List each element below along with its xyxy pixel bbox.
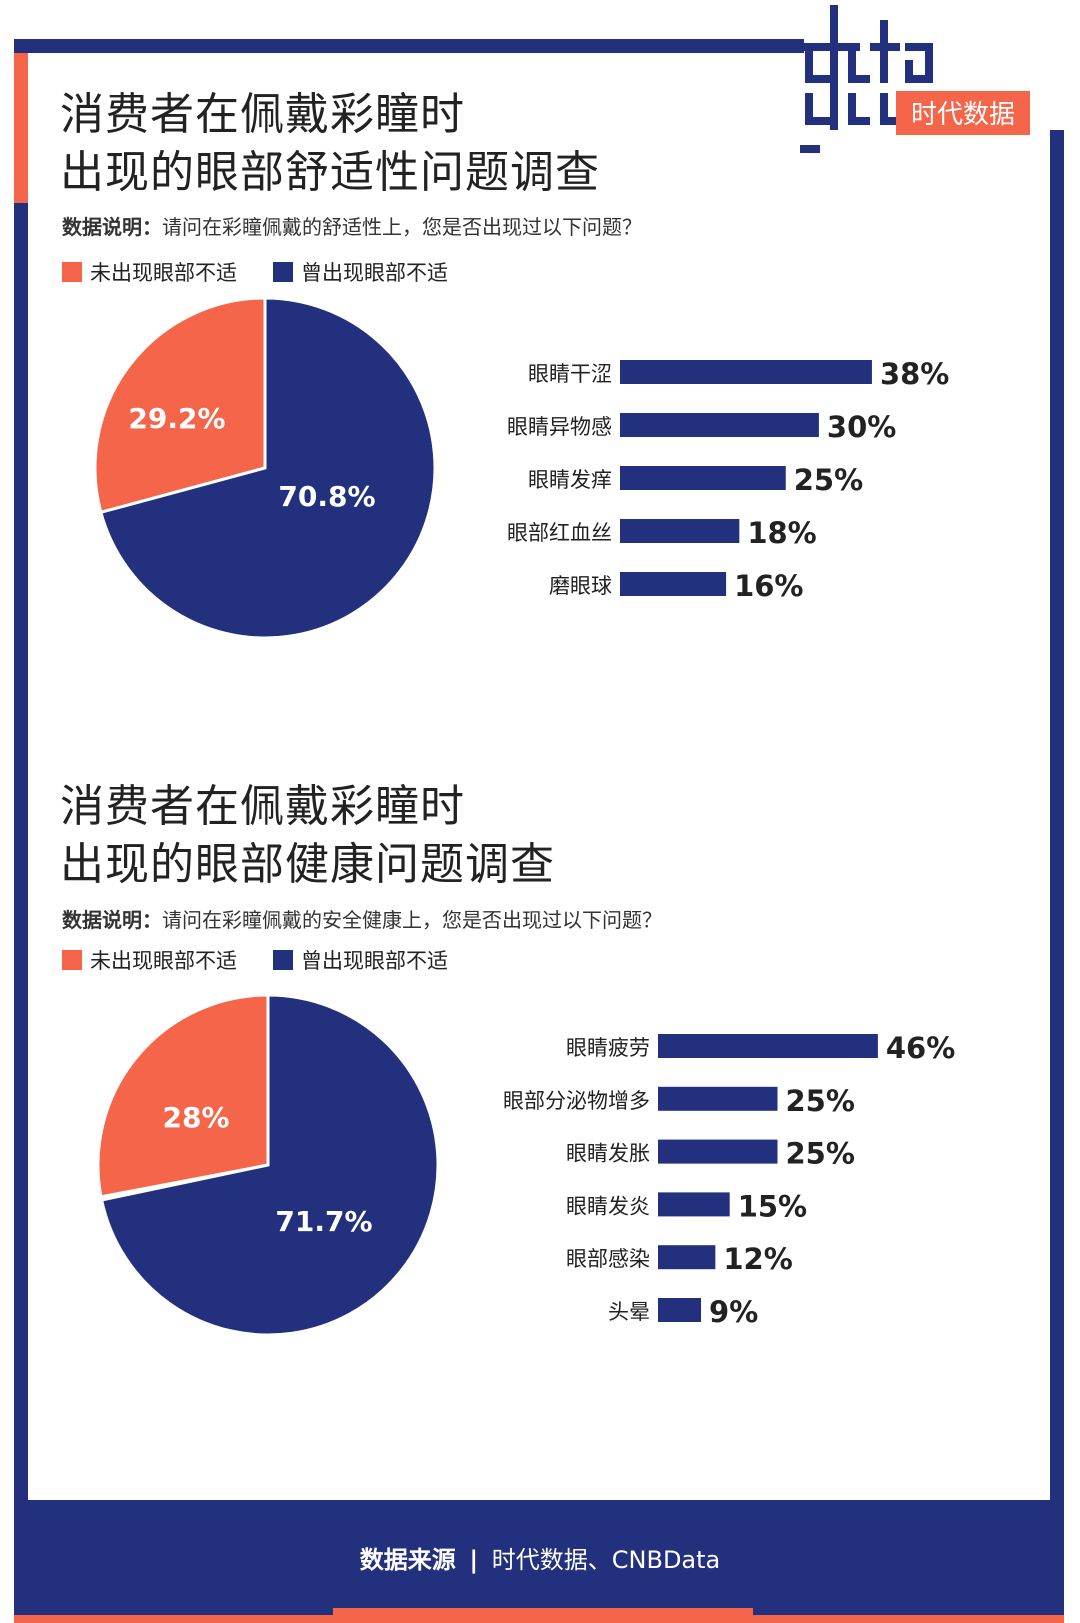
bar-category-label: 眼睛疲劳: [566, 1036, 650, 1060]
bar-value-label: 15%: [738, 1189, 807, 1223]
legend-item-no-discomfort: 未出现眼部不适: [62, 945, 237, 975]
pie-slice-0: [96, 993, 270, 1199]
bar-category-label: 眼睛发痒: [528, 468, 612, 492]
bar-value-label: 9%: [709, 1295, 758, 1329]
legend-label: 未出现眼部不适: [90, 949, 237, 973]
logo-cn-text: 时代数据: [911, 100, 1015, 130]
brand-logo: 时代数据: [800, 5, 1030, 155]
section1-note: 数据说明：请问在彩瞳佩戴的舒适性上，您是否出现过以下问题？: [62, 211, 642, 240]
bar-category-label: 眼部红血丝: [507, 521, 612, 545]
footer-source: 数据来源 | 时代数据、CNBData: [0, 1540, 1080, 1575]
bar-value-label: 25%: [786, 1084, 855, 1118]
legend-swatch-orange: [62, 262, 82, 282]
legend-swatch-orange: [62, 950, 82, 970]
bar: [658, 1192, 730, 1217]
bar-value-label: 12%: [723, 1242, 792, 1276]
section1-note-label: 数据说明：: [62, 215, 162, 239]
legend-label: 曾出现眼部不适: [301, 949, 448, 973]
bar: [658, 1086, 778, 1111]
section1-legend: 未出现眼部不适 曾出现眼部不适: [62, 257, 448, 287]
footer-source-text: 时代数据、CNBData: [491, 1546, 721, 1574]
bar-category-label: 磨眼球: [549, 574, 612, 598]
section2-legend: 未出现眼部不适 曾出现眼部不适: [62, 945, 448, 975]
bar-category-label: 眼睛发胀: [566, 1142, 650, 1166]
legend-label: 曾出现眼部不适: [301, 261, 448, 285]
bar-value-label: 18%: [747, 516, 816, 550]
bar-value-label: 16%: [734, 569, 803, 603]
legend-swatch-blue: [273, 262, 293, 282]
bar-category-label: 眼部感染: [566, 1247, 650, 1271]
section2-note: 数据说明：请问在彩瞳佩戴的安全健康上，您是否出现过以下问题？: [62, 904, 662, 933]
bar-category-label: 眼睛干涩: [528, 362, 612, 386]
section2-title: 消费者在佩戴彩瞳时 出现的眼部健康问题调查: [60, 778, 555, 894]
frame-right-border: [1050, 130, 1064, 1510]
section1-title-line2: 出现的眼部舒适性问题调查: [60, 147, 600, 198]
section2-title-line2: 出现的眼部健康问题调查: [60, 839, 555, 890]
section2-title-line1: 消费者在佩戴彩瞳时: [60, 781, 465, 832]
bar: [620, 360, 872, 384]
pie-label-0: 28%: [162, 1101, 229, 1134]
pie-slice-1: [99, 993, 440, 1337]
bar: [658, 1139, 778, 1164]
bar-value-label: 25%: [794, 463, 863, 497]
bar-value-label: 38%: [880, 357, 949, 391]
bar: [658, 1245, 716, 1270]
bar-category-label: 头晕: [608, 1300, 650, 1324]
footer-separator: |: [469, 1546, 479, 1574]
bar: [658, 1298, 702, 1322]
bar: [620, 519, 740, 543]
bar-value-label: 30%: [827, 410, 896, 444]
bar: [620, 572, 727, 596]
bar-category-label: 眼睛异物感: [507, 415, 612, 439]
section2-note-text: 请问在彩瞳佩戴的安全健康上，您是否出现过以下问题？: [162, 908, 662, 932]
bar-value-label: 25%: [786, 1137, 855, 1171]
charts-layer: 29.2% 70.8% 眼睛干涩 38% 眼睛异物感 30% 眼睛发痒 25% 眼部红血丝 18%…: [93, 296, 955, 1337]
frame-top-border: [14, 39, 804, 53]
bar: [620, 466, 786, 490]
footer-bottom-tab: [333, 1608, 753, 1623]
pie-label-1: 71.7%: [275, 1205, 372, 1238]
bar-category-label: 眼部分泌物增多: [503, 1089, 650, 1113]
bar: [620, 413, 819, 437]
frame-left-border: [14, 203, 28, 1513]
pie-slice-0: [93, 296, 267, 515]
frame-left-accent: [14, 53, 28, 203]
pie-slice-1: [99, 296, 437, 640]
legend-item-discomfort: 曾出现眼部不适: [273, 945, 448, 975]
legend-swatch-blue: [273, 950, 293, 970]
bar-value-label: 46%: [886, 1031, 955, 1065]
legend-label: 未出现眼部不适: [90, 261, 237, 285]
section1-note-text: 请问在彩瞳佩戴的舒适性上，您是否出现过以下问题？: [162, 215, 642, 239]
pie-label-0: 29.2%: [128, 402, 225, 435]
footer-band: [14, 1500, 1064, 1615]
legend-item-no-discomfort: 未出现眼部不适: [62, 257, 237, 287]
section1-title-line1: 消费者在佩戴彩瞳时: [60, 89, 465, 140]
pie-label-1: 70.8%: [278, 480, 375, 513]
bar: [658, 1034, 878, 1058]
footer-source-label: 数据来源: [359, 1546, 456, 1574]
bar-category-label: 眼睛发炎: [566, 1194, 650, 1218]
section1-title: 消费者在佩戴彩瞳时 出现的眼部舒适性问题调查: [60, 86, 600, 202]
section2-note-label: 数据说明：: [62, 908, 162, 932]
legend-item-discomfort: 曾出现眼部不适: [273, 257, 448, 287]
